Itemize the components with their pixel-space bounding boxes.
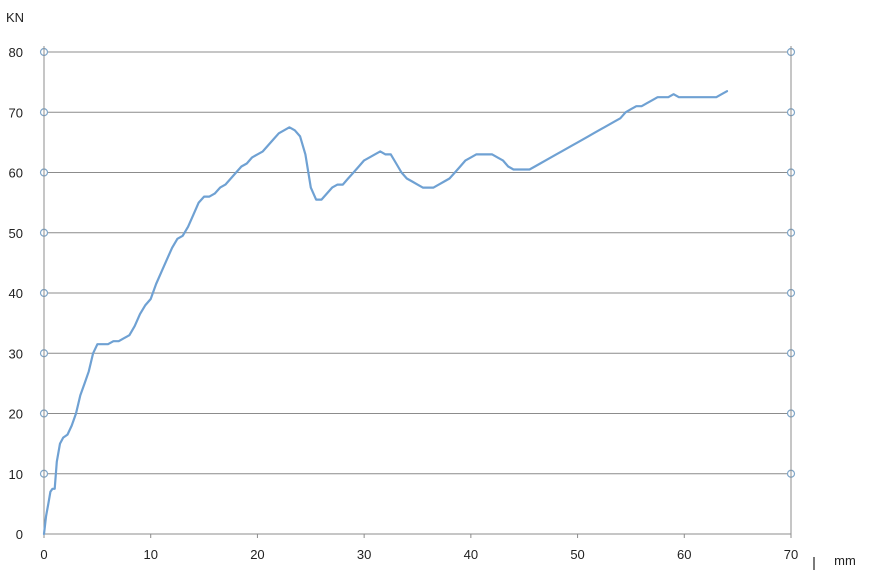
y-axis-title: KN (6, 10, 24, 25)
x-tick-label: 40 (464, 547, 478, 562)
series-line (42, 90, 729, 536)
x-tick-label: 70 (784, 547, 798, 562)
y-tick-label: 0 (16, 527, 23, 542)
y-tick-label: 30 (9, 346, 23, 361)
x-axis-title: mm (834, 553, 856, 568)
x-tick-label: 60 (677, 547, 691, 562)
y-tick-label: 70 (9, 105, 23, 120)
x-tick-label: 0 (40, 547, 47, 562)
axes (43, 46, 792, 538)
y-tick-label: 50 (9, 226, 23, 241)
x-tick-label: 50 (570, 547, 584, 562)
y-tick-label: 20 (9, 407, 23, 422)
x-tick-label: 10 (143, 547, 157, 562)
gridline-end-markers (39, 47, 796, 478)
y-tick-label: 60 (9, 166, 23, 181)
x-tick-label: 20 (250, 547, 264, 562)
gridlines (44, 51, 791, 475)
tick-labels: 0 10 20 30 40 50 60 70 80 0 10 20 30 40 50 60 70 (9, 45, 799, 562)
y-tick-label: 10 (9, 467, 23, 482)
x-tick-label: 30 (357, 547, 371, 562)
y-tick-label: 40 (9, 286, 23, 301)
y-tick-label: 80 (9, 45, 23, 60)
series-layer (42, 90, 729, 536)
